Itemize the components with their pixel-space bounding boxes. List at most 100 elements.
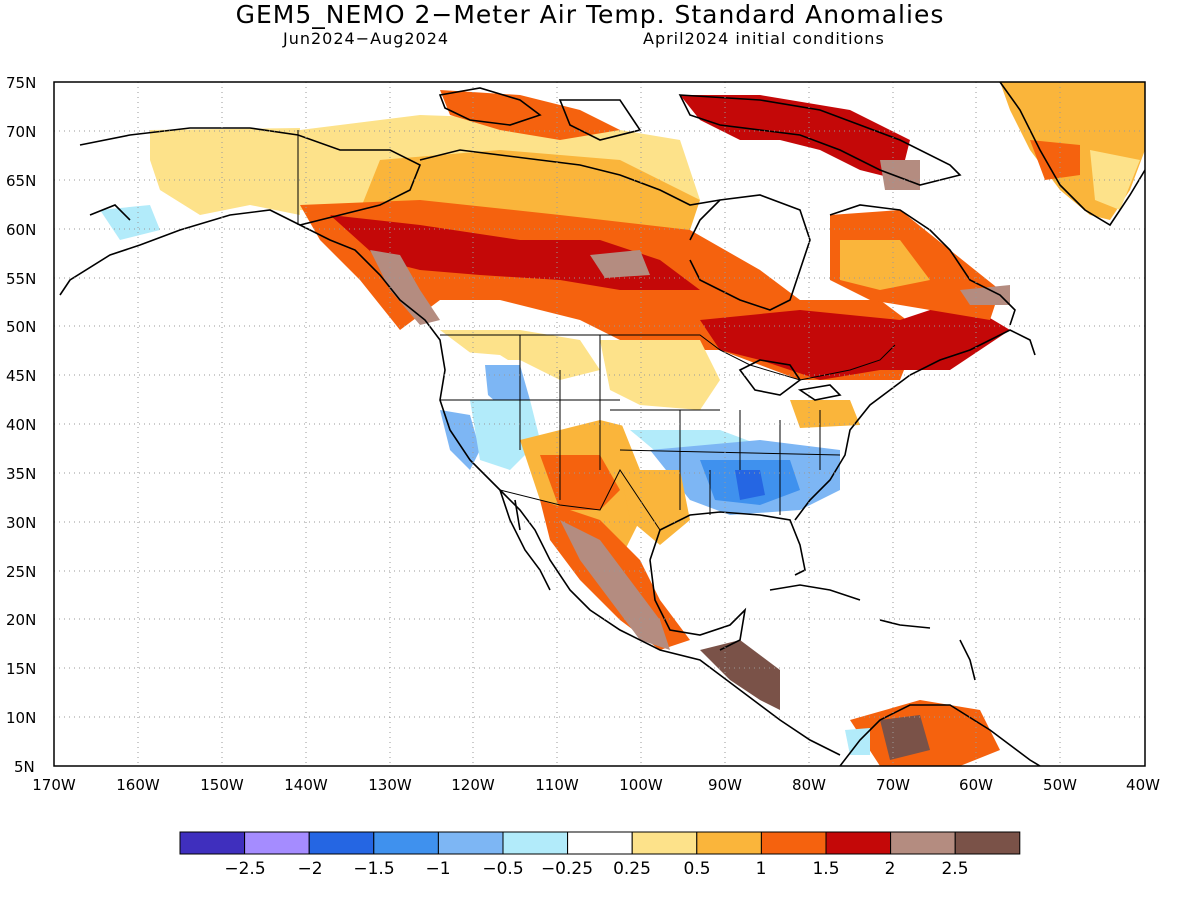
colorbar-label: −1.5 bbox=[353, 859, 394, 879]
labrador-coastline bbox=[829, 204, 1016, 326]
colorbar-swatch bbox=[179, 831, 246, 855]
greenland-outline bbox=[999, 82, 1145, 227]
greenland-red bbox=[1030, 140, 1080, 180]
colorbar bbox=[179, 831, 1021, 855]
lon-label: 120W bbox=[451, 776, 495, 794]
colorbar-swatch bbox=[696, 831, 762, 855]
forecast-period: Jun2024−Aug2024 bbox=[283, 29, 450, 48]
lon-label: 90W bbox=[708, 776, 742, 794]
lat-axis: 75N 70N 65N 60N 55N 50N 45N 40N 35N 30N … bbox=[6, 74, 36, 776]
south-america-cool bbox=[845, 728, 870, 755]
map-title: GEM5_NEMO 2−Meter Air Temp. Standard Ano… bbox=[0, 0, 1200, 29]
map-frame bbox=[53, 81, 1146, 767]
south-america-strong bbox=[880, 715, 930, 760]
map-title-text: GEM5_NEMO 2−Meter Air Temp. Standard Ano… bbox=[235, 0, 945, 29]
colorbar-swatch bbox=[502, 831, 569, 855]
lat-label: 75N bbox=[6, 74, 36, 92]
colorbar-label: −0.25 bbox=[541, 859, 593, 879]
baffin-strong bbox=[880, 160, 920, 190]
lat-label: 35N bbox=[6, 465, 36, 483]
political-borders bbox=[297, 130, 896, 531]
lon-label: 100W bbox=[619, 776, 663, 794]
labrador-strong bbox=[960, 285, 1010, 305]
lat-label: 70N bbox=[6, 123, 36, 141]
arctic-islands-outline bbox=[438, 87, 962, 186]
mid-atlantic-yellow bbox=[790, 400, 860, 428]
lat-label: 45N bbox=[6, 367, 36, 385]
lon-label: 130W bbox=[368, 776, 412, 794]
southeast-strong-cool bbox=[735, 470, 765, 500]
lon-label: 160W bbox=[116, 776, 160, 794]
colorbar-label: −2.5 bbox=[224, 859, 265, 879]
bc-strong-patch bbox=[370, 250, 440, 325]
colorbar-swatch bbox=[244, 831, 310, 855]
colorbar-label: −1 bbox=[425, 859, 450, 879]
alaska-coastline bbox=[59, 127, 422, 296]
colorbar-label: 2 bbox=[885, 859, 896, 879]
colorbar-label: 0.25 bbox=[613, 859, 651, 879]
colorbar-swatch bbox=[631, 831, 698, 855]
central-america-strong bbox=[700, 640, 780, 710]
state-lines bbox=[440, 335, 841, 515]
colorbar-swatch bbox=[954, 831, 1021, 855]
lon-label: 40W bbox=[1126, 776, 1160, 794]
alaska-cool-patch bbox=[100, 205, 160, 240]
colorbar-swatch bbox=[373, 831, 439, 855]
colorbar-label: −2 bbox=[297, 859, 322, 879]
atlantic-coastline bbox=[794, 329, 1036, 521]
lat-label: 15N bbox=[6, 660, 36, 678]
lat-label: 25N bbox=[6, 563, 36, 581]
baja-coastline bbox=[499, 489, 551, 591]
colorbar-label: 2.5 bbox=[941, 859, 968, 879]
colorbar-label: −0.5 bbox=[482, 859, 523, 879]
lon-label: 140W bbox=[284, 776, 328, 794]
alaska-yellow-anomaly bbox=[150, 128, 300, 215]
lat-label: 55N bbox=[6, 270, 36, 288]
great-lakes-red bbox=[700, 300, 1010, 380]
caribbean-islands bbox=[769, 584, 976, 681]
northern-rockies-cool bbox=[485, 365, 530, 410]
quebec-yellow bbox=[840, 240, 930, 290]
colorbar-swatch bbox=[760, 831, 827, 855]
lat-label: 50N bbox=[6, 318, 36, 336]
gulf-coastline bbox=[649, 511, 806, 651]
lon-label: 80W bbox=[792, 776, 826, 794]
south-america-coastline bbox=[839, 704, 1041, 766]
lat-label: 30N bbox=[6, 514, 36, 532]
lon-label: 50W bbox=[1043, 776, 1077, 794]
colorbar-swatch bbox=[308, 831, 375, 855]
lat-label: 40N bbox=[6, 416, 36, 434]
colorbar-swatch bbox=[567, 831, 633, 855]
lat-label: 5N bbox=[14, 758, 35, 776]
colorbar-swatch bbox=[890, 831, 956, 855]
canada-strong-patch bbox=[590, 250, 650, 278]
texas-yellow bbox=[620, 470, 690, 545]
colorbar-label: 0.5 bbox=[683, 859, 710, 879]
lat-label: 65N bbox=[6, 172, 36, 190]
colorbar-labels: −2.5 −2 −1.5 −1 −0.5 −0.25 0.25 0.5 1 1.… bbox=[224, 859, 968, 879]
lon-label: 170W bbox=[32, 776, 76, 794]
california-cool bbox=[440, 410, 480, 470]
lat-label: 20N bbox=[6, 611, 36, 629]
colorbar-label: 1.5 bbox=[812, 859, 839, 879]
lat-label: 60N bbox=[6, 221, 36, 239]
colorbar-swatch bbox=[825, 831, 892, 855]
lon-label: 150W bbox=[200, 776, 244, 794]
great-basin-cool bbox=[470, 400, 540, 470]
colorbar-label: 1 bbox=[756, 859, 767, 879]
initial-conditions: April2024 initial conditions bbox=[643, 29, 885, 48]
lat-label: 10N bbox=[6, 709, 36, 727]
us-canada-border bbox=[440, 334, 896, 381]
arctic-coastline bbox=[419, 149, 721, 206]
pacific-coastline bbox=[299, 224, 841, 756]
arctic-islands-red bbox=[680, 95, 910, 180]
lon-axis: 170W 160W 150W 140W 130W 120W 110W 100W … bbox=[32, 776, 1160, 794]
graticule bbox=[54, 82, 1145, 766]
colorbar-swatch bbox=[437, 831, 504, 855]
us-mexico-border bbox=[499, 469, 661, 531]
anomaly-fields bbox=[80, 82, 1145, 766]
mexico-strong bbox=[560, 520, 670, 650]
lon-label: 110W bbox=[535, 776, 579, 794]
lon-label: 70W bbox=[876, 776, 910, 794]
